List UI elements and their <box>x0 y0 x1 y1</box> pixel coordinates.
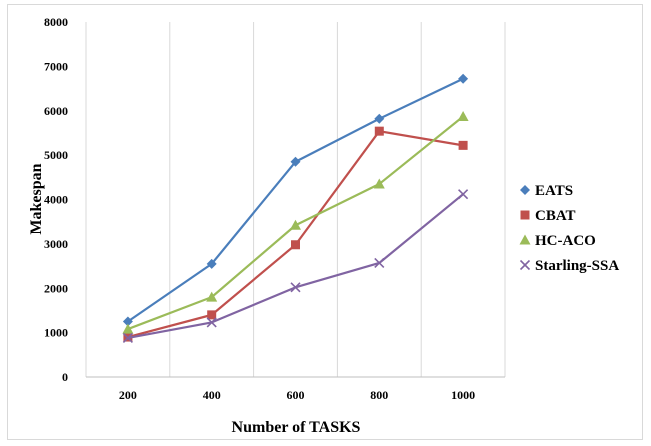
series-line-eats <box>127 77 464 323</box>
x-tick-label: 400 <box>203 388 221 402</box>
y-tick-label: 6000 <box>44 104 68 118</box>
grid <box>85 22 506 377</box>
y-tick-label: 8000 <box>44 15 68 29</box>
legend-label: Starling-SSA <box>535 258 619 274</box>
data-point-eats <box>374 113 385 124</box>
legend-marker-starling-ssa <box>519 259 531 271</box>
data-point-eats <box>206 258 217 269</box>
x-tick-label: 600 <box>287 388 305 402</box>
x-tick-label: 1000 <box>451 388 475 402</box>
series-eats <box>122 73 469 327</box>
legend-marker-cbat <box>520 210 530 220</box>
data-point-starling-ssa <box>374 257 385 269</box>
data-point-starling-ssa <box>122 332 133 344</box>
data-point-hc-aco <box>457 111 469 122</box>
data-point-cbat <box>374 126 384 136</box>
legend-label: CBAT <box>535 208 576 224</box>
data-point-cbat <box>207 310 217 320</box>
y-tick-label: 1000 <box>44 326 68 340</box>
data-point-hc-aco <box>206 291 218 302</box>
legend-label: HC-ACO <box>535 233 596 249</box>
data-point-starling-ssa <box>458 189 469 200</box>
y-tick-label: 4000 <box>44 193 68 207</box>
data-point-starling-ssa <box>206 317 217 328</box>
x-axis-title: Number of TASKS <box>232 419 361 436</box>
series-line-starling-ssa <box>127 193 464 340</box>
x-axis-ticks: 200 400 600 800 1000 <box>119 388 475 402</box>
y-tick-label: 3000 <box>44 237 68 251</box>
data-point-hc-aco <box>122 323 134 334</box>
series-hc-aco <box>122 111 469 334</box>
legend-label: EATS <box>535 183 573 199</box>
y-tick-label: 5000 <box>44 148 68 162</box>
data-point-eats <box>458 73 469 84</box>
y-tick-label: 2000 <box>44 281 68 295</box>
data-point-cbat <box>458 140 468 150</box>
chart-frame <box>7 4 643 440</box>
data-point-hc-aco <box>290 219 301 230</box>
legend-marker-eats <box>520 185 530 195</box>
series-starling-ssa <box>122 189 469 344</box>
x-tick-label: 800 <box>370 388 388 402</box>
legend-item-hc-aco: HC-ACO <box>519 233 596 249</box>
y-tick-label: 7000 <box>44 59 68 73</box>
data-point-hc-aco <box>373 178 385 189</box>
data-point-eats <box>290 156 301 167</box>
y-axis-title: Makespan <box>28 163 45 234</box>
data-point-starling-ssa <box>290 282 301 293</box>
y-axis-ticks: 0 1000 2000 3000 4000 5000 6000 7000 8000 <box>44 15 68 384</box>
data-point-eats <box>122 316 133 327</box>
data-point-cbat <box>291 240 300 250</box>
legend: EATS CBAT HC-ACO Starling-SSA <box>519 183 619 274</box>
series <box>122 73 469 344</box>
legend-item-cbat: CBAT <box>520 208 576 224</box>
y-tick-label: 0 <box>62 370 68 384</box>
legend-item-eats: EATS <box>520 183 573 199</box>
legend-item-starling-ssa: Starling-SSA <box>519 258 619 274</box>
x-tick-label: 200 <box>119 388 137 402</box>
legend-marker-hc-aco <box>519 234 531 245</box>
